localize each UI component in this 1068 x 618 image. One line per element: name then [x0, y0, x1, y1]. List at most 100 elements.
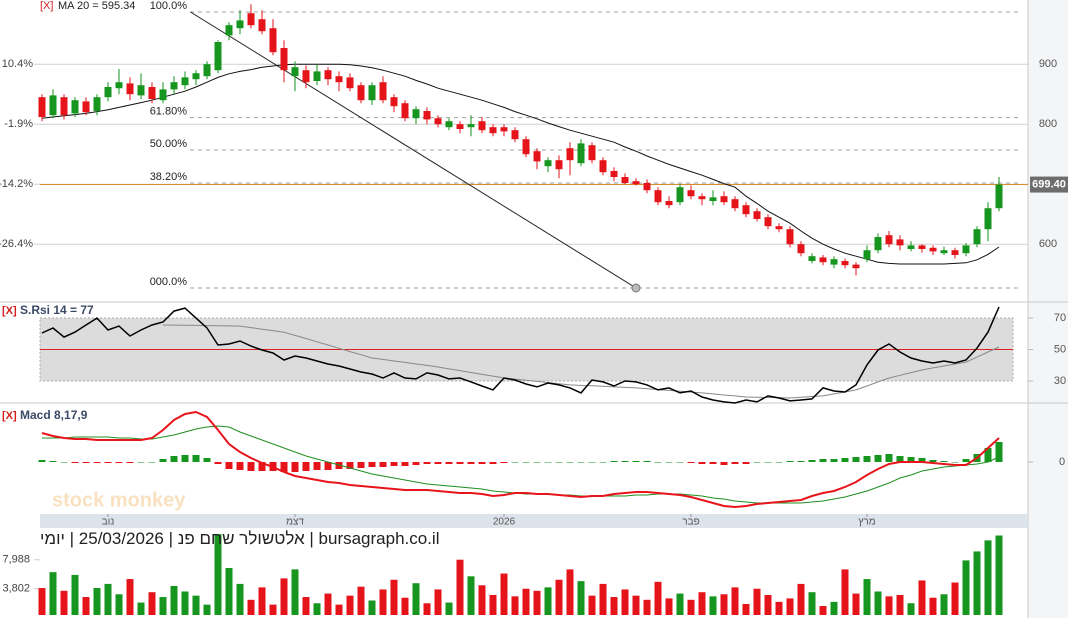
macd-histogram-bar [676, 462, 684, 463]
macd-histogram-bar [82, 462, 90, 463]
trend-line [190, 11, 637, 289]
macd-histogram-bar [995, 442, 1003, 462]
volume-bar [555, 579, 563, 615]
candle-body [632, 181, 640, 185]
macd-histogram-bar [390, 462, 398, 466]
volume-bar [610, 597, 618, 615]
volume-bar [764, 594, 772, 615]
y-tick-label: 0 [1059, 456, 1065, 468]
volume-bar [49, 572, 57, 615]
macd-histogram-bar [720, 462, 728, 465]
remove-button[interactable]: [X] [2, 305, 17, 317]
macd-histogram-bar [841, 458, 849, 462]
remove-button[interactable]: [X] [2, 410, 17, 422]
macd-histogram-bar [896, 456, 904, 462]
macd-histogram-bar [610, 461, 618, 462]
macd-histogram-bar [170, 456, 178, 462]
volume-bar [93, 588, 101, 615]
candle-body [181, 77, 189, 86]
candle-body [456, 124, 464, 129]
macd-histogram-bar [104, 462, 112, 463]
volume-bar [698, 592, 706, 615]
volume-bar [456, 559, 464, 615]
macd-histogram-bar [544, 462, 552, 463]
macd-histogram-bar [71, 462, 79, 463]
macd-histogram-bar [291, 462, 299, 472]
volume-bar [148, 592, 156, 615]
volume-bar [335, 604, 343, 615]
candle-body [434, 118, 442, 125]
macd-histogram-bar [786, 461, 794, 462]
candle-body [555, 160, 563, 170]
candle-body [467, 124, 475, 128]
candle-body [720, 196, 728, 203]
candle-body [676, 187, 684, 203]
volume-bar [181, 591, 189, 615]
volume-bar [852, 593, 860, 615]
volume-bar [907, 603, 915, 615]
macd-histogram-bar [885, 454, 893, 462]
macd-histogram-bar [940, 461, 948, 462]
candle-body [951, 250, 959, 255]
candle-body [775, 226, 783, 230]
macd-histogram-bar [852, 457, 860, 462]
volume-bar [423, 603, 431, 615]
remove-button[interactable]: [X] [40, 0, 53, 12]
candle-body [170, 82, 178, 90]
macd-histogram-bar [137, 462, 145, 463]
volume-bar [863, 579, 871, 615]
macd-histogram-bar [368, 462, 376, 467]
macd-histogram-bar [467, 462, 475, 464]
volume-bar [192, 595, 200, 615]
candle-body [346, 77, 354, 89]
macd-histogram-bar [423, 462, 431, 464]
macd-histogram-bar [643, 461, 651, 462]
macd-histogram-bar [951, 462, 959, 463]
volume-bar [269, 604, 277, 615]
fib-label: 100.0% [150, 0, 188, 12]
volume-bar [577, 581, 585, 615]
volume-bar [390, 579, 398, 615]
volume-bar [995, 535, 1003, 615]
candle-body [830, 259, 838, 265]
volume-bar [775, 601, 783, 615]
candle-body [698, 196, 706, 200]
volume-bar [368, 600, 376, 615]
macd-histogram-bar [984, 448, 992, 462]
y-pct-label: 10.4% [2, 58, 33, 70]
volume-bar [654, 581, 662, 615]
macd-histogram-bar [698, 462, 706, 464]
macd-histogram-bar [522, 462, 530, 463]
macd-histogram-bar [874, 455, 882, 462]
x-tick-label: נוב [102, 517, 115, 528]
y-tick-label: 50 [1054, 343, 1066, 355]
candle-body [225, 25, 233, 36]
candle-body [841, 261, 849, 266]
volume-bar [544, 587, 552, 615]
candle-body [324, 70, 332, 80]
volume-bar [632, 595, 640, 615]
volume-bar [687, 599, 695, 615]
y-pct-label: -26.4% [0, 238, 33, 250]
macd-histogram-bar [93, 462, 101, 463]
macd-histogram-bar [599, 462, 607, 463]
macd-histogram-bar [731, 462, 739, 464]
volume-bar [126, 579, 134, 615]
volume-bar [841, 569, 849, 615]
candle-body [60, 97, 68, 116]
candle-body [742, 205, 750, 215]
watermark: stock monkey [52, 489, 186, 511]
candle-body [577, 143, 585, 164]
candle-body [522, 139, 530, 155]
volume-bar [676, 593, 684, 615]
macd-histogram-bar [588, 462, 596, 463]
volume-bar [720, 594, 728, 615]
volume-bar [522, 588, 530, 615]
candle-body [907, 245, 915, 249]
candle-body [49, 95, 57, 116]
volume-bar [291, 569, 299, 615]
volume-bar [104, 583, 112, 615]
candle-body [588, 145, 596, 161]
candle-body [335, 76, 343, 83]
macd-histogram-bar [115, 462, 123, 463]
